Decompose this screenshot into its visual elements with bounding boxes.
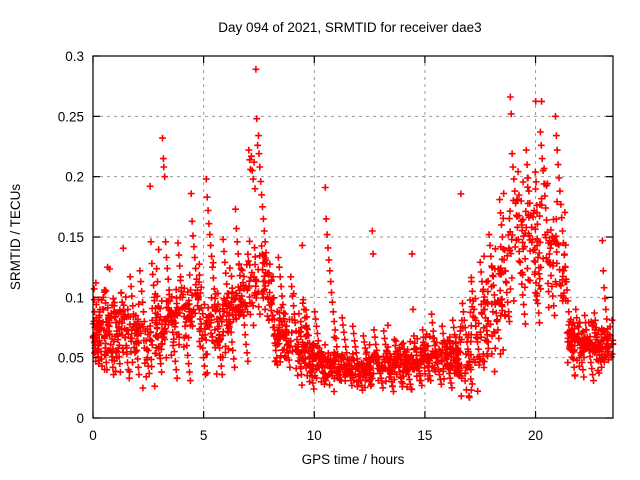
x-axis-label: GPS time / hours: [302, 452, 405, 467]
scatter-markers: [89, 65, 617, 401]
y-tick-label: 0.2: [65, 170, 84, 185]
y-tick-label: 0: [76, 411, 84, 426]
x-tick-label: 5: [200, 428, 208, 443]
x-tick-label: 20: [528, 428, 543, 443]
y-tick-label: 0.1: [65, 290, 84, 305]
y-tick-label: 0.25: [58, 109, 84, 124]
x-tick-labels: 0 5 10 15 20: [89, 428, 543, 443]
plot-area-border: [92, 55, 614, 419]
y-tick-label: 0.05: [58, 351, 84, 366]
x-tick-label: 15: [417, 428, 432, 443]
y-tick-label: 0.15: [58, 230, 84, 245]
y-tick-label: 0.3: [65, 49, 84, 64]
chart-title: Day 094 of 2021, SRMTID for receiver dae…: [218, 20, 481, 35]
data-points-layer: [89, 65, 617, 401]
y-axis-label: SRMTID / TECUs: [8, 184, 23, 291]
x-tick-label: 10: [307, 428, 322, 443]
x-tick-label: 0: [89, 428, 97, 443]
y-tick-labels: 0 0.05 0.1 0.15 0.2 0.25 0.3: [58, 49, 84, 426]
